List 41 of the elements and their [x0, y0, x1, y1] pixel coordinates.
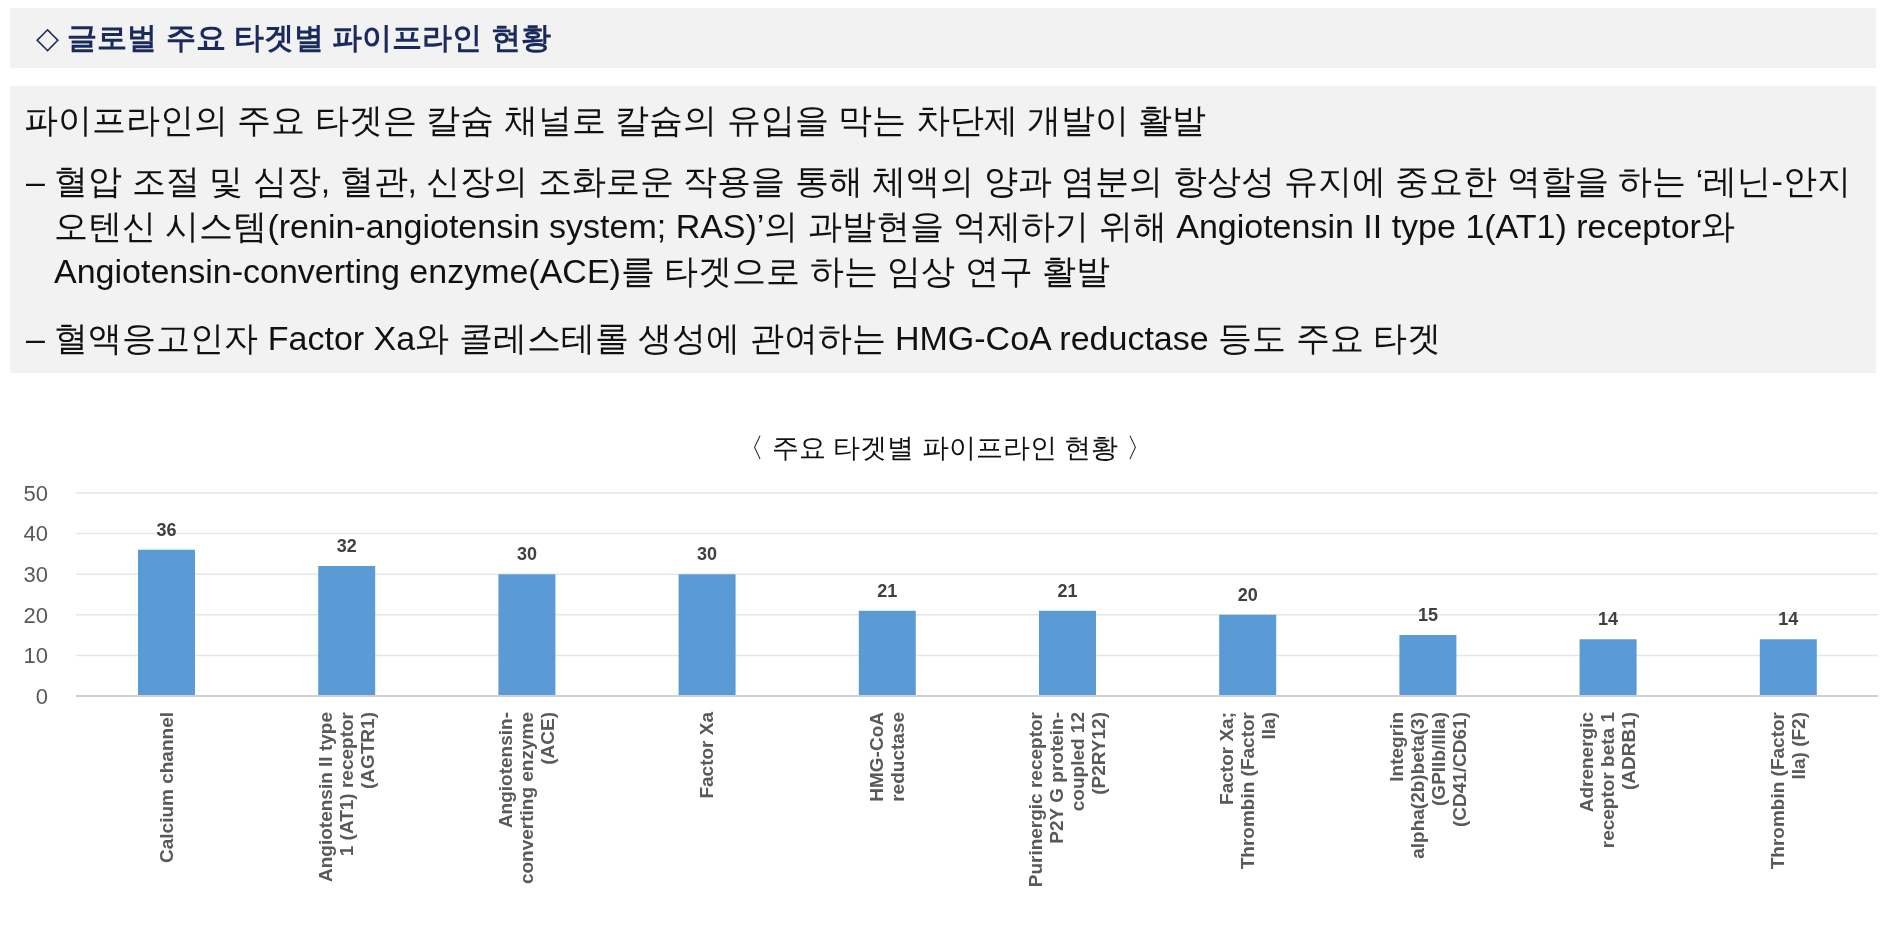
data-label: 32 [336, 536, 357, 557]
y-tick-label: 50 [23, 480, 48, 506]
text: – 혈액응고인자 Factor Xa와 콜레스테롤 생성에 관여하는 HMG-CoA reductase 등도 주요 타겟 [25, 318, 1442, 359]
bar [1579, 639, 1637, 696]
data-label: 30 [516, 544, 537, 565]
x-tick-label: Purinergic receptor P2Y G protein-coupled 12 (P2RY12) [1025, 711, 1110, 888]
bar [1759, 639, 1817, 696]
x-tick-label: Factor Xa; Thrombin (Factor IIa) [1216, 711, 1279, 870]
x-tick-label: Thrombin (Factor IIa) (F2) [1767, 711, 1809, 870]
text: 파이프라인의 주요 타겟은 칼슘 채널로 칼슘의 유입을 막는 차단제 개발이 활발 [24, 100, 1208, 141]
y-tick-label: 40 [23, 521, 48, 547]
x-tick-label: HMG-CoA reductase [866, 711, 908, 802]
text: ◇ 글로벌 주요 타겟별 파이프라인 현황 [36, 19, 551, 56]
data-label: 15 [1417, 605, 1438, 626]
data-label: 20 [1237, 584, 1258, 605]
x-tick-label: Angiotensin-converting enzyme (ACE) [495, 712, 559, 885]
data-label: 36 [156, 519, 177, 540]
data-label: 21 [877, 580, 898, 601]
bar [1039, 610, 1096, 696]
text: – 혈압 조절 및 심장, 혈관, 신장의 조화로운 작용을 통해 체액의 양과 염분의 항상성 유지에 중요한 역할을 하는 ‘레닌-안지오텐신 시스템(renin-angiotensin system; RAS)’의 과발현을 억제하기 위해 Angiotensin II type 1(AT1) receptor와 Angiotensin-converting enzyme(ACE)를 타겟으로 하는 임상 연구 활발 [25, 161, 1852, 292]
bar [858, 610, 916, 696]
chart-title: 〈 주요 타겟별 파이프라인 현황 〉 [736, 432, 1154, 465]
x-tick-label: Angiotensin II type 1 (AT1) receptor (AGTR1) [315, 711, 378, 882]
bar [318, 566, 376, 696]
data-label: 14 [1598, 609, 1619, 630]
x-tick-label: Integrin alpha(2b)beta(3) (GPIIb/IIIa) (CD41/CD61) [1385, 712, 1470, 859]
data-label: 30 [697, 544, 718, 565]
data-label: 21 [1057, 580, 1078, 601]
bar [138, 549, 195, 696]
x-tick-label: Calcium channel [155, 712, 177, 863]
bar [678, 574, 736, 696]
data-label: 14 [1778, 609, 1799, 630]
x-tick-label: Factor Xa [696, 711, 718, 799]
x-tick-label: Adrenergic receptor beta 1 (ADRB1) [1576, 711, 1640, 849]
y-tick-label: 10 [23, 643, 48, 669]
y-tick-label: 0 [35, 683, 48, 709]
bar [498, 574, 556, 696]
bar [1219, 614, 1277, 696]
bar [1399, 635, 1457, 696]
y-tick-label: 20 [23, 602, 48, 628]
y-tick-label: 30 [23, 562, 48, 588]
